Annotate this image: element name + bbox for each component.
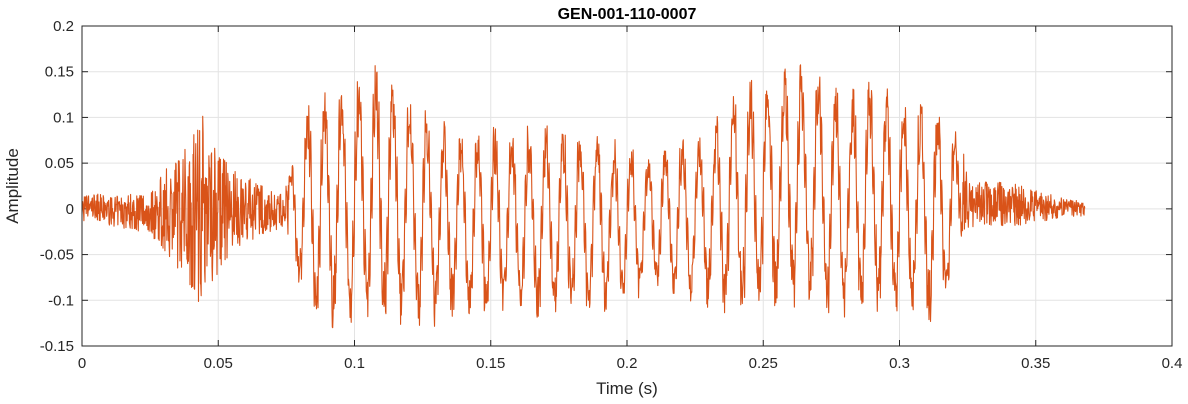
x-tick-label: 0.3 xyxy=(889,355,910,372)
x-ticks: 0 0.05 0.1 0.15 0.2 0.25 0.3 0.35 0.4 xyxy=(78,26,1183,372)
y-tick-label: -0.15 xyxy=(40,338,74,355)
x-tick-label: 0.4 xyxy=(1162,355,1183,372)
y-ticks: -0.15 -0.1 -0.05 0 0.05 0.1 0.15 0.2 xyxy=(40,18,1172,355)
y-tick-label: 0.2 xyxy=(53,18,74,35)
y-tick-label: 0.05 xyxy=(45,155,74,172)
x-tick-label: 0.35 xyxy=(1021,355,1050,372)
x-tick-label: 0.2 xyxy=(617,355,638,372)
y-tick-label: 0.15 xyxy=(45,64,74,81)
x-tick-label: 0.15 xyxy=(476,355,505,372)
waveform-line xyxy=(81,64,1086,329)
plot-area xyxy=(81,64,1086,329)
y-tick-label: 0 xyxy=(66,201,74,218)
y-tick-label: 0.1 xyxy=(53,109,74,126)
x-tick-label: 0 xyxy=(78,355,86,372)
x-tick-label: 0.1 xyxy=(344,355,365,372)
x-tick-label: 0.25 xyxy=(749,355,778,372)
x-axis-label: Time (s) xyxy=(596,379,658,398)
chart-title: GEN-001-110-0007 xyxy=(558,6,697,23)
y-tick-label: -0.1 xyxy=(48,292,74,309)
x-tick-label: 0.05 xyxy=(204,355,233,372)
plot-frame xyxy=(81,25,1173,347)
y-tick-label: -0.05 xyxy=(40,247,74,264)
y-axis-label: Amplitude xyxy=(3,148,22,224)
